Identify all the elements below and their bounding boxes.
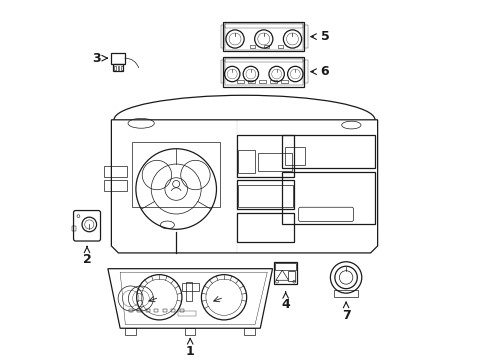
Bar	[277, 45, 282, 48]
Bar	[281, 80, 287, 83]
Bar	[182, 283, 199, 291]
Text: 3: 3	[92, 51, 101, 65]
Bar	[185, 282, 192, 301]
Bar	[248, 80, 254, 83]
Bar	[129, 309, 133, 311]
Text: 7: 7	[341, 309, 350, 322]
Bar	[224, 24, 302, 28]
Bar	[171, 309, 175, 311]
Bar	[154, 309, 158, 311]
Bar	[236, 135, 294, 177]
Bar	[274, 262, 296, 284]
Bar	[304, 60, 307, 83]
Bar	[288, 271, 295, 281]
Bar	[113, 64, 122, 71]
Bar	[281, 172, 374, 225]
Bar	[104, 180, 127, 191]
Bar	[223, 22, 304, 51]
Bar	[104, 166, 127, 177]
Bar	[184, 328, 195, 334]
Bar	[238, 149, 255, 173]
Bar	[224, 58, 302, 85]
Bar	[263, 45, 268, 48]
Bar	[249, 45, 254, 48]
Bar	[236, 180, 294, 209]
Bar	[178, 311, 196, 316]
Bar	[121, 66, 122, 70]
Bar	[333, 290, 358, 297]
Bar	[125, 328, 136, 334]
Bar	[223, 57, 304, 86]
Bar	[72, 226, 76, 231]
Bar	[285, 147, 304, 165]
Bar	[275, 263, 295, 270]
Text: 2: 2	[82, 253, 91, 266]
Bar	[220, 25, 224, 48]
Text: 6: 6	[320, 65, 328, 78]
Bar	[224, 23, 302, 50]
Bar	[258, 153, 291, 171]
Text: 4: 4	[281, 298, 289, 311]
Bar	[224, 59, 302, 62]
Bar	[244, 328, 254, 334]
Bar	[270, 80, 276, 83]
Bar	[259, 80, 265, 83]
Bar	[111, 53, 124, 64]
Bar	[137, 309, 141, 311]
Bar	[238, 185, 292, 207]
Bar	[132, 142, 220, 207]
Text: 5: 5	[320, 30, 328, 43]
Bar	[304, 25, 307, 48]
Bar	[236, 213, 294, 242]
Bar	[220, 60, 224, 83]
Bar	[281, 135, 374, 168]
Bar	[237, 80, 244, 83]
Bar	[114, 66, 115, 70]
Bar	[179, 309, 183, 311]
Text: 1: 1	[185, 345, 194, 358]
Bar	[145, 309, 150, 311]
Bar	[117, 66, 119, 70]
Bar	[163, 309, 166, 311]
